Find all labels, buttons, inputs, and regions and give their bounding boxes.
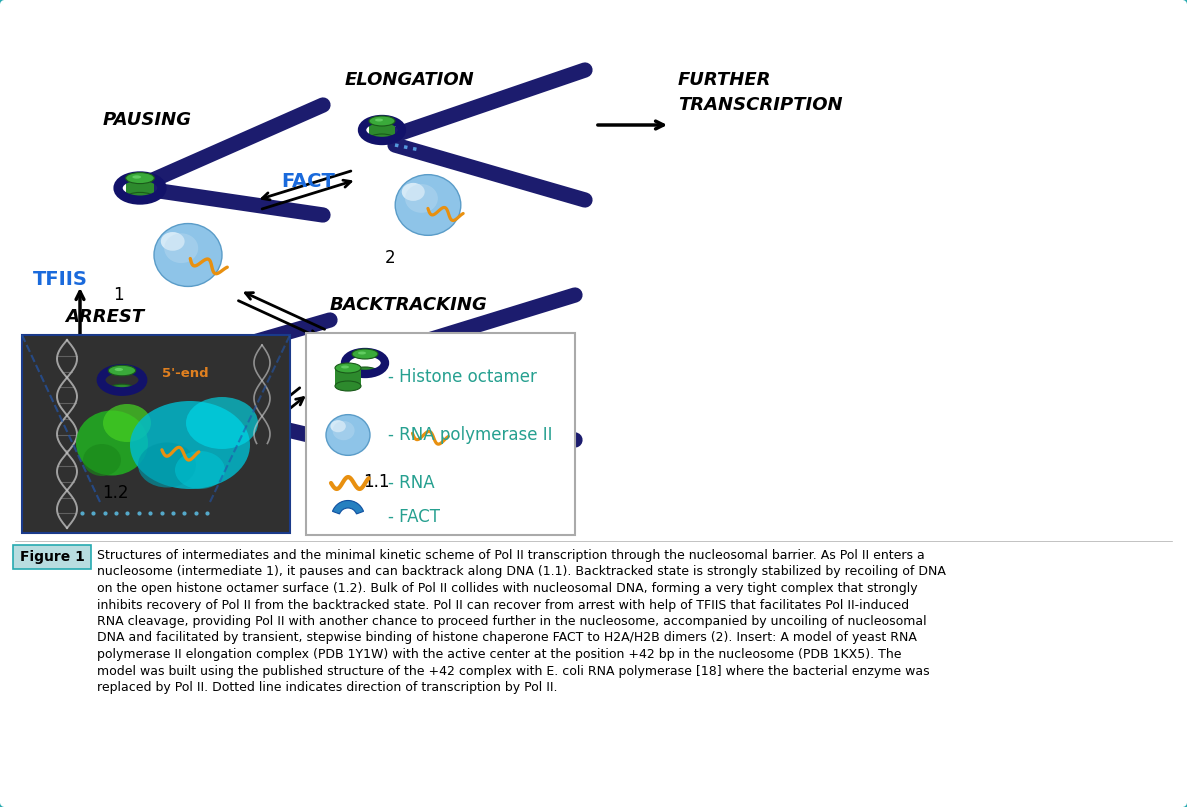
Text: 1.1: 1.1 bbox=[363, 473, 389, 491]
Ellipse shape bbox=[375, 119, 383, 122]
Text: 1: 1 bbox=[113, 286, 123, 304]
Text: - FACT: - FACT bbox=[388, 508, 440, 526]
FancyBboxPatch shape bbox=[306, 333, 575, 535]
Text: - Histone octamer: - Histone octamer bbox=[388, 368, 537, 386]
FancyBboxPatch shape bbox=[13, 545, 91, 569]
Text: on the open histone octamer surface (1.2). Bulk of Pol II collides with nucleoso: on the open histone octamer surface (1.2… bbox=[97, 582, 918, 595]
Text: replaced by Pol II. Dotted line indicates direction of transcription by Pol II.: replaced by Pol II. Dotted line indicate… bbox=[97, 681, 558, 694]
Ellipse shape bbox=[138, 442, 196, 487]
Text: 2: 2 bbox=[385, 249, 395, 267]
Text: ELONGATION: ELONGATION bbox=[345, 71, 475, 89]
Ellipse shape bbox=[83, 444, 121, 476]
Text: nucleosome (intermediate 1), it pauses and can backtrack along DNA (1.1). Backtr: nucleosome (intermediate 1), it pauses a… bbox=[97, 566, 946, 579]
Ellipse shape bbox=[392, 409, 425, 437]
Text: FACT: FACT bbox=[281, 172, 335, 191]
Text: polymerase II elongation complex (PDB 1Y1W) with the active center at the positi: polymerase II elongation complex (PDB 1Y… bbox=[97, 648, 901, 661]
Ellipse shape bbox=[132, 414, 198, 475]
Ellipse shape bbox=[108, 366, 135, 376]
Ellipse shape bbox=[154, 224, 222, 286]
Ellipse shape bbox=[160, 232, 185, 251]
Text: 1.2: 1.2 bbox=[102, 484, 128, 502]
Text: Figure 1: Figure 1 bbox=[19, 550, 84, 564]
Ellipse shape bbox=[108, 384, 135, 395]
Bar bbox=[23, 335, 290, 533]
Ellipse shape bbox=[131, 401, 250, 489]
Ellipse shape bbox=[330, 420, 345, 433]
Ellipse shape bbox=[126, 173, 154, 184]
Ellipse shape bbox=[382, 399, 447, 460]
Ellipse shape bbox=[341, 366, 349, 369]
Ellipse shape bbox=[353, 367, 377, 377]
Bar bbox=[353, 354, 377, 372]
Wedge shape bbox=[332, 500, 363, 514]
Ellipse shape bbox=[186, 397, 258, 449]
Ellipse shape bbox=[326, 415, 370, 455]
Ellipse shape bbox=[174, 451, 226, 489]
Ellipse shape bbox=[335, 381, 361, 391]
Ellipse shape bbox=[126, 192, 154, 203]
Bar bbox=[126, 178, 154, 198]
Ellipse shape bbox=[164, 233, 198, 263]
Ellipse shape bbox=[332, 421, 355, 441]
Text: ARREST: ARREST bbox=[65, 308, 144, 326]
Ellipse shape bbox=[395, 174, 461, 236]
Text: 5'-end: 5'-end bbox=[161, 367, 209, 380]
Text: DNA and facilitated by transient, stepwise binding of histone chaperone FACT to : DNA and facilitated by transient, stepwi… bbox=[97, 632, 916, 645]
Ellipse shape bbox=[139, 423, 161, 441]
Text: RNA cleavage, providing Pol II with another chance to proceed further in the nuc: RNA cleavage, providing Pol II with anot… bbox=[97, 615, 927, 628]
Bar bbox=[335, 368, 361, 386]
Ellipse shape bbox=[401, 183, 425, 201]
Text: FURTHER
TRANSCRIPTION: FURTHER TRANSCRIPTION bbox=[678, 71, 843, 114]
Ellipse shape bbox=[353, 349, 377, 359]
Ellipse shape bbox=[358, 352, 366, 354]
Ellipse shape bbox=[389, 408, 412, 426]
Ellipse shape bbox=[335, 363, 361, 373]
Ellipse shape bbox=[103, 404, 151, 442]
Bar bbox=[369, 121, 395, 139]
Bar bbox=[108, 370, 135, 390]
Ellipse shape bbox=[76, 411, 148, 475]
Text: model was built using the published structure of the +42 complex with E. coli RN: model was built using the published stru… bbox=[97, 664, 929, 678]
Ellipse shape bbox=[369, 134, 395, 144]
Text: - RNA polymerase II: - RNA polymerase II bbox=[388, 426, 552, 444]
Ellipse shape bbox=[405, 184, 438, 213]
Text: BACKTRACKING: BACKTRACKING bbox=[330, 296, 488, 314]
Ellipse shape bbox=[115, 368, 123, 371]
Ellipse shape bbox=[369, 116, 395, 126]
Text: PAUSING: PAUSING bbox=[103, 111, 192, 129]
Text: TFIIS: TFIIS bbox=[33, 270, 88, 289]
Text: - RNA: - RNA bbox=[388, 474, 434, 492]
Text: Structures of intermediates and the minimal kinetic scheme of Pol II transcripti: Structures of intermediates and the mini… bbox=[97, 549, 925, 562]
Ellipse shape bbox=[132, 175, 141, 178]
Ellipse shape bbox=[141, 424, 174, 453]
Text: inhibits recovery of Pol II from the backtracked state. Pol II can recover from : inhibits recovery of Pol II from the bac… bbox=[97, 599, 909, 612]
